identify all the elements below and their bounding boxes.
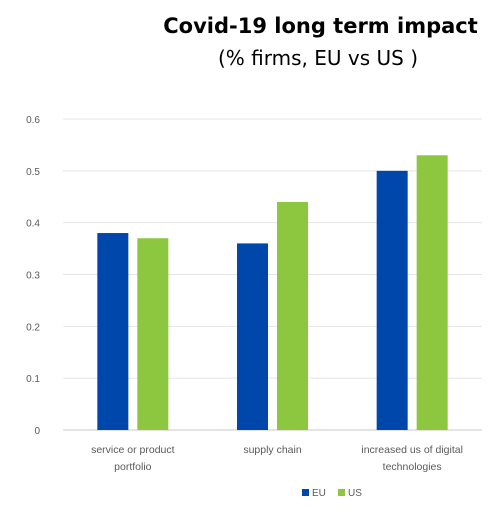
y-tick-label: 0.3 — [26, 271, 40, 282]
bar-us-1 — [137, 238, 169, 430]
category-label: supply chain — [243, 444, 302, 456]
category-label: increased us of digital — [361, 444, 463, 456]
y-tick-label: 0 — [34, 426, 40, 437]
y-tick-label: 0.6 — [26, 115, 40, 126]
bar-us-2 — [277, 201, 308, 430]
legend-label-us: US — [348, 488, 362, 499]
bar-eu-3 — [376, 170, 408, 431]
bar-eu-1 — [97, 233, 129, 430]
bar-eu-2 — [237, 243, 268, 430]
y-tick-label: 0.1 — [26, 374, 40, 385]
y-tick-label: 0.2 — [26, 322, 40, 333]
category-label: portfolio — [114, 461, 152, 473]
legend-swatch-eu — [302, 489, 309, 496]
bar-us-3 — [416, 155, 448, 431]
chart-title: Covid-19 long term impact — [163, 14, 478, 38]
category-label: technologies — [383, 461, 442, 473]
legend-label-eu: EU — [312, 488, 326, 499]
category-label: service or product — [91, 444, 175, 456]
chart-subtitle: (% firms, EU vs US ) — [218, 46, 418, 70]
y-tick-label: 0.5 — [26, 167, 40, 178]
legend-swatch-us — [338, 489, 345, 496]
y-tick-label: 0.4 — [26, 219, 40, 230]
chart-title-block: Covid-19 long term impact (% firms, EU v… — [0, 14, 491, 70]
